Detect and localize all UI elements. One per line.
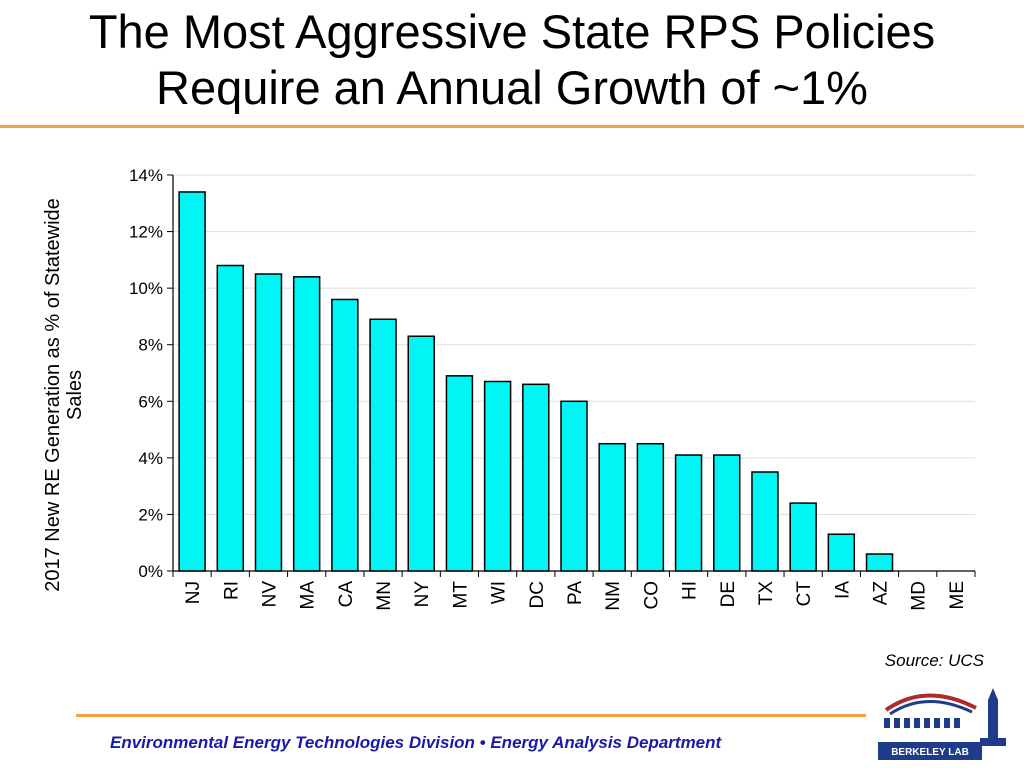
y-tick-label: 14%: [129, 166, 163, 185]
x-tick-label: NJ: [183, 581, 204, 604]
y-ticks: 0% 2% 4% 6% 8% 10% 12% 14%: [129, 166, 173, 581]
title-line-1: The Most Aggressive State RPS Policies: [88, 5, 936, 58]
bar-chart: 0% 2% 4% 6% 8% 10% 12% 14% NJ RI NV MA CA MN NY MT WI DC…: [129, 166, 976, 611]
footer-text: Environmental Energy Technologies Divisi…: [110, 733, 722, 752]
bar-ma: [292, 276, 321, 572]
bar-tx: [751, 471, 779, 572]
axes: [172, 175, 975, 572]
footer-divider: [76, 714, 866, 717]
bar-wi: [483, 380, 512, 572]
bar-mn: [369, 318, 397, 572]
bar-nv: [254, 273, 283, 572]
berkeley-lab-logo: BERKELEY LAB: [878, 688, 1006, 760]
y-tick-label: 10%: [129, 279, 163, 298]
bar-co: [636, 442, 665, 572]
x-tick-label: CT: [794, 581, 815, 607]
x-tick-label: MT: [450, 581, 471, 609]
bar-de: [713, 454, 741, 572]
bar-ct: [789, 502, 817, 572]
y-tick-label: 6%: [138, 392, 163, 411]
x-tick-label: NY: [412, 581, 433, 608]
y-tick-label: 2%: [138, 505, 163, 524]
bar-az: [865, 553, 894, 572]
x-tick-label: MN: [374, 581, 395, 611]
x-tick-label: DC: [527, 581, 548, 608]
bar-ny: [407, 335, 435, 572]
x-tick-label: CA: [336, 581, 357, 608]
y-tick-label: 12%: [129, 223, 163, 242]
y-tick-label: 8%: [138, 336, 163, 355]
bar-nj: [178, 191, 206, 572]
bars: [178, 191, 894, 572]
x-tick-label: TX: [756, 581, 777, 606]
x-tick-label: CO: [641, 581, 662, 610]
bar-mt: [445, 375, 474, 572]
bar-pa: [560, 400, 588, 572]
x-tick-label: AZ: [871, 581, 892, 606]
x-tick-label: NV: [259, 581, 280, 608]
bar-ri: [216, 264, 245, 572]
x-ticks: NJ RI NV MA CA MN NY MT WI DC PA NM CO HI DE TX CT IA AZ MD…: [172, 571, 976, 611]
bar-ia: [827, 533, 856, 572]
y-tick-label: 0%: [138, 562, 163, 581]
bar-nm: [598, 442, 626, 572]
logo-text: BERKELEY LAB: [891, 747, 969, 758]
x-tick-label: HI: [680, 581, 701, 600]
bar-hi: [674, 454, 703, 572]
x-tick-label: WI: [489, 581, 510, 604]
title-divider: [0, 125, 1024, 128]
bar-dc: [522, 383, 550, 572]
x-tick-label: MD: [909, 581, 930, 611]
slide-title: The Most Aggressive State RPS Policies R…: [0, 4, 1024, 116]
bar-ca: [331, 298, 359, 572]
x-tick-label: DE: [718, 581, 739, 607]
x-tick-label: PA: [565, 581, 586, 605]
x-tick-label: NM: [603, 581, 624, 611]
x-tick-label: RI: [221, 581, 242, 600]
x-tick-label: IA: [832, 581, 853, 599]
x-tick-label: ME: [947, 581, 968, 610]
title-line-2: Require an Annual Growth of ~1%: [156, 61, 868, 114]
source-note: Source: UCS: [884, 651, 984, 670]
y-tick-label: 4%: [138, 449, 163, 468]
x-tick-label: MA: [298, 581, 319, 610]
